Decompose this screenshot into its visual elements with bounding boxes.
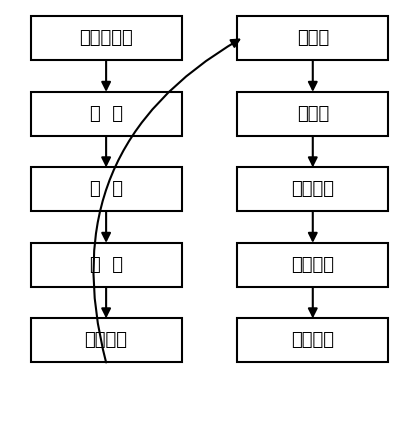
FancyBboxPatch shape	[237, 167, 388, 212]
Text: 碳合浸: 碳合浸	[297, 29, 329, 48]
Text: 成型包装: 成型包装	[291, 332, 334, 349]
FancyBboxPatch shape	[237, 17, 388, 60]
Text: 点  焊: 点 焊	[89, 181, 123, 198]
FancyBboxPatch shape	[237, 243, 388, 287]
Text: 阴极聚合: 阴极聚合	[85, 332, 128, 349]
FancyBboxPatch shape	[31, 17, 182, 60]
FancyBboxPatch shape	[237, 318, 388, 363]
Text: 老化测试: 老化测试	[291, 256, 334, 274]
FancyBboxPatch shape	[31, 318, 182, 363]
Text: 装配塑封: 装配塑封	[291, 181, 334, 198]
Text: 阳极块成型: 阳极块成型	[79, 29, 133, 48]
Text: 赋  能: 赋 能	[89, 256, 123, 274]
Text: 银合浸: 银合浸	[297, 105, 329, 123]
FancyBboxPatch shape	[31, 243, 182, 287]
Text: 烧  结: 烧 结	[89, 105, 123, 123]
FancyBboxPatch shape	[31, 167, 182, 212]
FancyBboxPatch shape	[31, 92, 182, 136]
FancyBboxPatch shape	[237, 92, 388, 136]
